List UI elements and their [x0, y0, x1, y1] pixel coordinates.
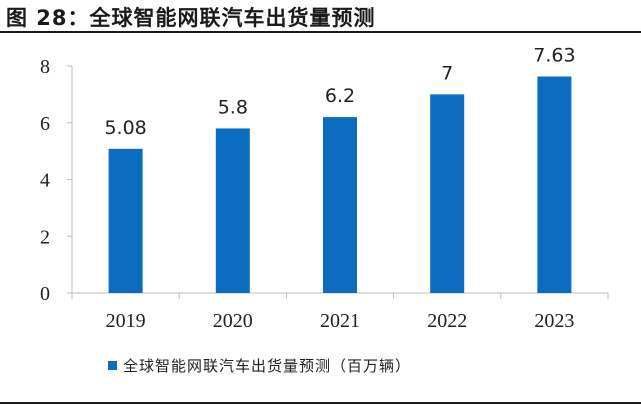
x-tick-label-2021: 2021 [320, 310, 360, 332]
x-axis: 2019 2020 2021 2022 2023 [71, 292, 609, 332]
data-label-2020: 5.8 [218, 96, 248, 118]
figure-title: 图 28：全球智能网联汽车出货量预测 [6, 6, 376, 30]
y-tick-label: 4 [40, 170, 50, 192]
y-tick-label: 2 [40, 226, 50, 248]
legend-label: 全球智能网联汽车出货量预测（百万辆） [123, 356, 412, 375]
data-label-2023: 7.63 [533, 44, 575, 66]
data-label-2019: 5.08 [104, 117, 146, 139]
y-tick-label: 8 [40, 56, 50, 78]
y-axis: 0 2 4 6 8 [40, 56, 73, 305]
data-label-2022: 7 [441, 62, 453, 84]
y-tick-label: 0 [40, 283, 50, 305]
bottom-rule [0, 402, 641, 404]
bar-2023 [537, 76, 572, 293]
top-rule [0, 31, 641, 33]
x-tick-label-2020: 2020 [213, 310, 253, 332]
bar-series [108, 76, 572, 293]
y-tick-label: 6 [40, 113, 50, 135]
bar-2022 [430, 94, 465, 293]
legend: 全球智能网联汽车出货量预测（百万辆） [108, 354, 411, 376]
legend-swatch [108, 360, 117, 370]
x-tick-label-2022: 2022 [427, 310, 467, 332]
bar-2020 [215, 128, 250, 293]
bar-2021 [323, 117, 357, 293]
data-labels: 5.08 5.8 6.2 7 7.63 [104, 44, 575, 138]
x-tick-label-2019: 2019 [106, 310, 146, 332]
bar-2019 [108, 148, 143, 293]
x-tick-label-2023: 2023 [534, 310, 574, 332]
data-label-2021: 6.2 [325, 85, 355, 107]
